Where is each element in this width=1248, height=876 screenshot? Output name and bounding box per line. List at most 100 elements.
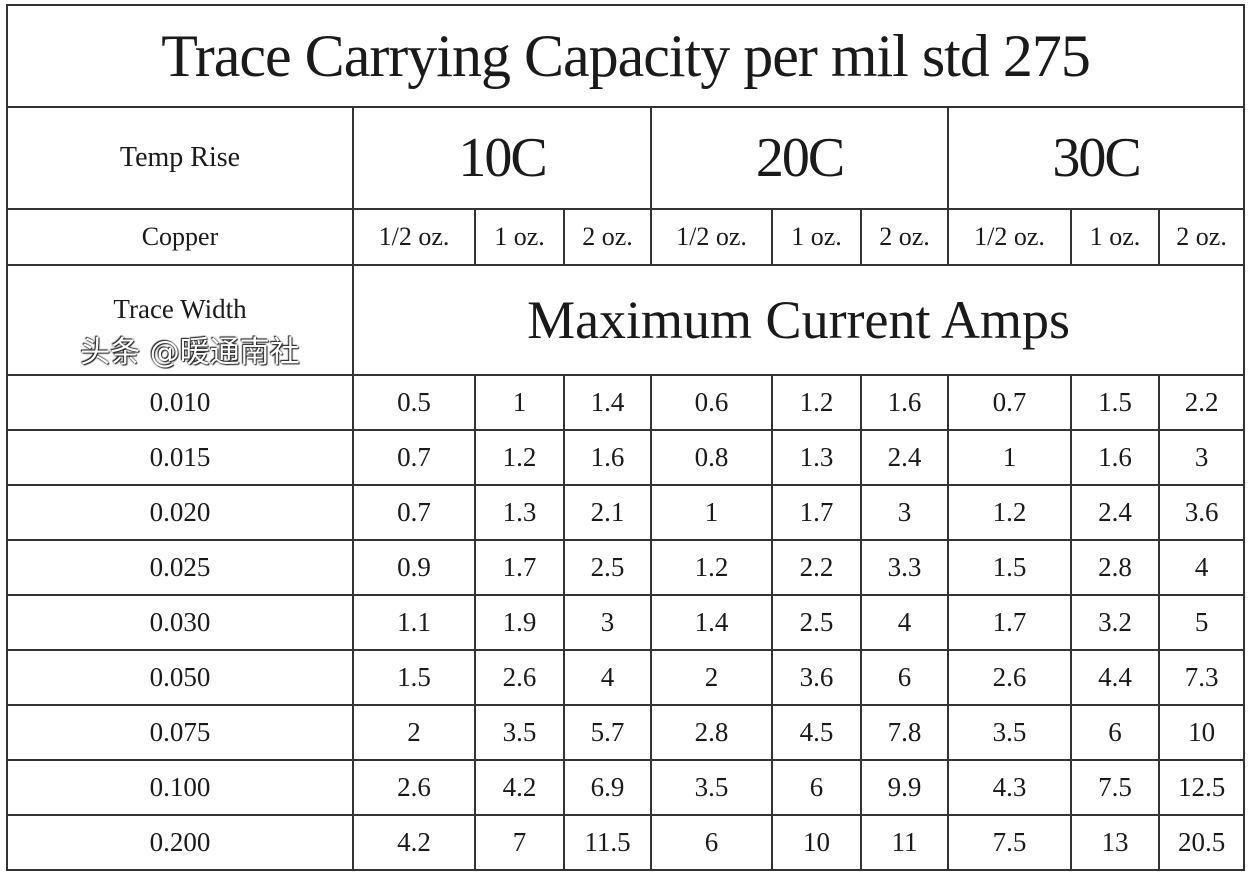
- current-cell: 4.2: [352, 814, 476, 871]
- max-current-header: Maximum Current Amps: [351, 264, 1246, 376]
- current-cell: 0.7: [352, 484, 476, 541]
- current-cell: 2.8: [1070, 539, 1160, 596]
- current-cell: 2.2: [1157, 374, 1246, 431]
- current-cell: 2.8: [650, 704, 773, 761]
- current-cell: 3: [860, 484, 949, 541]
- current-cell: 5: [1157, 594, 1246, 651]
- current-cell: 0.9: [352, 539, 476, 596]
- current-cell: 20.5: [1157, 814, 1246, 871]
- current-cell: 1.6: [860, 374, 949, 431]
- table-row: 0.075 2 3.5 5.7 2.8 4.5 7.8 3.5 6 10: [6, 704, 1246, 761]
- current-cell: 3.6: [771, 649, 862, 706]
- current-cell: 6: [1070, 704, 1160, 761]
- current-cell: 1.2: [474, 429, 565, 486]
- current-cell: 1.5: [947, 539, 1072, 596]
- current-cell: 1.3: [771, 429, 862, 486]
- trace-width-cell: 0.025: [6, 539, 354, 596]
- current-cell: 10: [1157, 704, 1246, 761]
- copper-weight-header: 1 oz.: [474, 208, 565, 266]
- current-cell: 1.7: [771, 484, 862, 541]
- table-row: 0.020 0.7 1.3 2.1 1 1.7 3 1.2 2.4 3.6: [6, 484, 1246, 541]
- trace-width-cell: 0.030: [6, 594, 354, 651]
- table-row: 0.200 4.2 7 11.5 6 10 11 7.5 13 20.5: [6, 814, 1246, 871]
- current-cell: 4.4: [1070, 649, 1160, 706]
- current-cell: 7.5: [1070, 759, 1160, 816]
- current-cell: 1.3: [474, 484, 565, 541]
- current-cell: 6: [650, 814, 773, 871]
- current-cell: 1.9: [474, 594, 565, 651]
- copper-weight-header: 2 oz.: [860, 208, 949, 266]
- current-cell: 7.3: [1157, 649, 1246, 706]
- current-cell: 1.4: [563, 374, 652, 431]
- current-cell: 7.8: [860, 704, 949, 761]
- current-cell: 12.5: [1157, 759, 1246, 816]
- copper-weight-header: 1/2 oz.: [947, 208, 1072, 266]
- trace-width-cell: 0.050: [6, 649, 354, 706]
- table-row: 0.010 0.5 1 1.4 0.6 1.2 1.6 0.7 1.5 2.2: [6, 374, 1246, 431]
- current-cell: 2: [650, 649, 773, 706]
- current-cell: 1: [474, 374, 565, 431]
- current-cell: 1: [947, 429, 1072, 486]
- current-cell: 2.5: [563, 539, 652, 596]
- trace-width-cell: 0.075: [6, 704, 354, 761]
- copper-weight-header: 2 oz.: [563, 208, 652, 266]
- current-cell: 2.5: [771, 594, 862, 651]
- current-cell: 4: [860, 594, 949, 651]
- current-cell: 3: [563, 594, 652, 651]
- copper-weight-header: 1/2 oz.: [352, 208, 476, 266]
- trace-width-cell: 0.100: [6, 759, 354, 816]
- current-cell: 4: [563, 649, 652, 706]
- current-cell: 1.6: [1070, 429, 1160, 486]
- current-cell: 2.6: [352, 759, 476, 816]
- current-cell: 1.2: [771, 374, 862, 431]
- current-cell: 2.6: [474, 649, 565, 706]
- current-cell: 11.5: [563, 814, 652, 871]
- current-cell: 7: [474, 814, 565, 871]
- current-cell: 6: [860, 649, 949, 706]
- current-cell: 5.7: [563, 704, 652, 761]
- current-cell: 10: [771, 814, 862, 871]
- temp-10c-header: 10C: [352, 106, 652, 210]
- current-cell: 2: [352, 704, 476, 761]
- table-row: 0.015 0.7 1.2 1.6 0.8 1.3 2.4 1 1.6 3: [6, 429, 1246, 486]
- temp-30c-header: 30C: [946, 106, 1246, 210]
- current-cell: 4.3: [947, 759, 1072, 816]
- trace-width-cell: 0.020: [6, 484, 354, 541]
- current-cell: 0.8: [650, 429, 773, 486]
- current-cell: 1: [650, 484, 773, 541]
- trace-width-cell: 0.010: [6, 374, 354, 431]
- current-cell: 0.7: [947, 374, 1072, 431]
- table-row: 0.025 0.9 1.7 2.5 1.2 2.2 3.3 1.5 2.8 4: [6, 539, 1246, 596]
- current-cell: 1.7: [947, 594, 1072, 651]
- current-cell: 2.2: [771, 539, 862, 596]
- current-cell: 4.2: [474, 759, 565, 816]
- current-cell: 1.2: [650, 539, 773, 596]
- copper-weight-header: 2 oz.: [1157, 208, 1246, 266]
- current-cell: 0.6: [650, 374, 773, 431]
- trace-capacity-table: Trace Carrying Capacity per mil std 275 …: [5, 4, 1246, 871]
- current-cell: 0.7: [352, 429, 476, 486]
- current-cell: 2.4: [860, 429, 949, 486]
- temp-rise-label: Temp Rise: [6, 106, 354, 210]
- current-cell: 9.9: [860, 759, 949, 816]
- current-cell: 4.5: [771, 704, 862, 761]
- current-cell: 3.5: [650, 759, 773, 816]
- table-row: 0.030 1.1 1.9 3 1.4 2.5 4 1.7 3.2 5: [6, 594, 1246, 651]
- copper-weight-header: 1 oz.: [771, 208, 862, 266]
- current-cell: 1.7: [474, 539, 565, 596]
- current-cell: 3: [1157, 429, 1246, 486]
- current-cell: 11: [860, 814, 949, 871]
- current-cell: 13: [1070, 814, 1160, 871]
- table-row: 0.050 1.5 2.6 4 2 3.6 6 2.6 4.4 7.3: [6, 649, 1246, 706]
- current-cell: 2.4: [1070, 484, 1160, 541]
- trace-width-cell: 0.015: [6, 429, 354, 486]
- current-cell: 1.5: [352, 649, 476, 706]
- temp-20c-header: 20C: [650, 106, 949, 210]
- current-cell: 1.4: [650, 594, 773, 651]
- current-cell: 4: [1157, 539, 1246, 596]
- copper-weight-header: 1 oz.: [1070, 208, 1160, 266]
- current-cell: 1.5: [1070, 374, 1160, 431]
- current-cell: 0.5: [352, 374, 476, 431]
- current-cell: 3.3: [860, 539, 949, 596]
- table-title: Trace Carrying Capacity per mil std 275: [5, 4, 1246, 108]
